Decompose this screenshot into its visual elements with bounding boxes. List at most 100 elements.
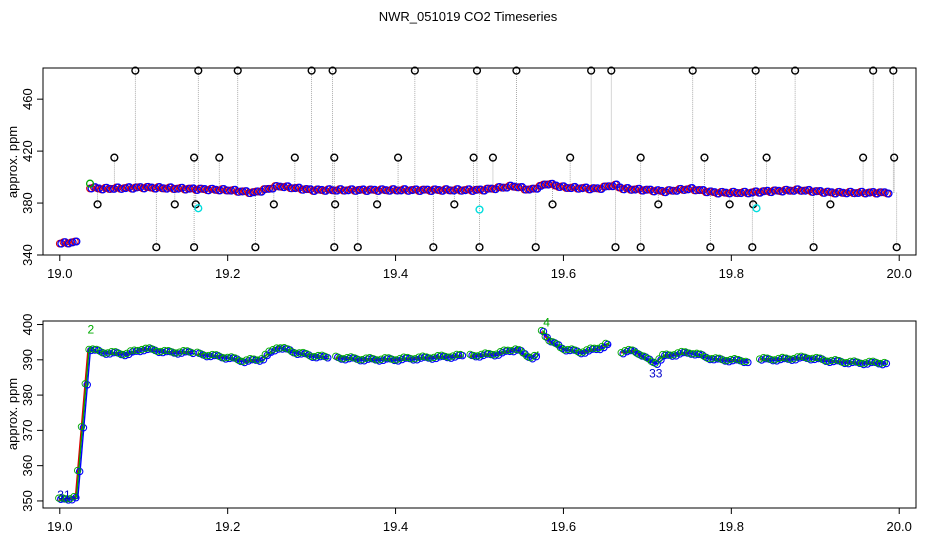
bottom-marks: 2 4 33 31	[55, 315, 891, 504]
top-outlier-point	[809, 243, 818, 252]
bottom-point-green	[666, 351, 674, 359]
bottom-point-green	[541, 332, 549, 341]
bottom-xtick-label: 19.8	[719, 519, 744, 534]
top-point-blue	[359, 185, 368, 194]
top-point-blue	[178, 183, 187, 192]
top-point-blue	[570, 182, 580, 192]
bottom-point-green	[647, 357, 656, 366]
top-outlier-point	[152, 243, 161, 252]
top-outlier-point	[93, 200, 102, 209]
bottom-point-green	[343, 353, 351, 362]
top-outlier-point	[512, 66, 521, 75]
bottom-point-green	[197, 350, 205, 358]
top-point-blue	[842, 189, 852, 198]
bottom-point-green	[674, 349, 682, 357]
top-xtick-label: 19.8	[719, 266, 744, 281]
bottom-point-green	[835, 356, 843, 365]
top-marks	[55, 66, 901, 252]
top-point-blue	[793, 185, 802, 194]
bottom-point-green	[655, 355, 663, 363]
top-xtick-label: 19.4	[383, 266, 408, 281]
bottom-point-green	[284, 345, 292, 353]
top-point-green	[85, 179, 95, 188]
bottom-point-green	[212, 351, 220, 359]
top-point-blue	[189, 184, 198, 193]
bottom-panel: approx. ppm 19.0 19.2 19.4 19.6 19.8 20.0 350 3…	[5, 314, 917, 534]
top-outlier-point	[791, 66, 800, 75]
top-ytick-label: 420	[20, 140, 35, 162]
bottom-point-green	[708, 355, 716, 363]
bottom-point-green	[805, 355, 813, 363]
bottom-point-green	[257, 355, 266, 363]
top-panel: approx. ppm 19.0 19.2 19.4 19.6 19.8 20.0 340 3…	[5, 66, 917, 281]
top-outlier-point	[826, 200, 835, 209]
bottom-point-green	[489, 351, 497, 359]
top-outlier-point	[393, 153, 403, 162]
bottom-point-green	[310, 353, 319, 361]
bottom-point-green	[74, 466, 82, 475]
top-point-blue	[453, 185, 462, 194]
top-xtick-label: 19.2	[215, 266, 240, 281]
bottom-point-green	[449, 352, 457, 360]
top-point-blue	[521, 185, 530, 194]
figure-title: NWR_051019 CO2 Timeseries	[379, 9, 558, 24]
top-outlier-point	[269, 200, 278, 209]
top-point-blue	[540, 180, 549, 189]
bottom-xtick-label: 19.0	[47, 519, 72, 534]
bottom-point-green	[508, 346, 516, 355]
top-xtick-label: 20.0	[887, 266, 912, 281]
bottom-point-green	[651, 359, 659, 367]
bottom-point-green	[696, 350, 705, 358]
bottom-point-green	[242, 356, 251, 364]
top-point-blue	[725, 189, 734, 198]
bottom-point-green	[474, 352, 482, 360]
bottom-point-green	[176, 348, 184, 356]
bottom-ytick-label: 400	[20, 314, 35, 336]
bottom-point-green	[100, 349, 108, 357]
top-outlier-point	[469, 153, 478, 162]
bottom-point-green	[496, 348, 504, 356]
bottom-point-green	[824, 357, 832, 365]
bottom-ytick-label: 350	[20, 490, 35, 512]
top-point-blue	[204, 186, 213, 195]
bottom-point-green	[456, 350, 465, 359]
top-point-blue	[72, 237, 81, 246]
top-outlier-point	[748, 243, 757, 252]
bottom-point-green	[477, 350, 486, 359]
top-point-blue	[672, 186, 682, 195]
bottom-point-green	[149, 345, 157, 354]
bottom-xtick-label: 20.0	[887, 519, 912, 534]
top-outlier-point	[131, 66, 140, 75]
bottom-point-green	[571, 346, 580, 354]
top-outlier-point	[611, 243, 620, 252]
top-point-blue	[57, 239, 66, 248]
top-point-blue	[348, 185, 357, 194]
bottom-point-green	[220, 354, 228, 362]
bottom-point-green	[411, 355, 419, 363]
bottom-ytick-label: 370	[20, 420, 35, 442]
top-point-blue	[374, 186, 383, 195]
top-outlier-point	[889, 66, 898, 75]
bottom-point-green	[876, 359, 885, 368]
top-point-blue	[714, 189, 723, 198]
bottom-point-green	[295, 349, 303, 357]
bottom-point-green	[377, 355, 385, 363]
bottom-point-green	[119, 350, 127, 359]
bottom-point-green	[303, 350, 311, 358]
bottom-point-green	[332, 352, 340, 360]
top-outlier-point	[751, 66, 760, 75]
bottom-point-green	[602, 339, 610, 348]
bottom-point-green	[415, 353, 423, 361]
top-point-blue	[223, 186, 232, 195]
bottom-xtick-label: 19.2	[215, 519, 240, 534]
top-point-blue	[797, 186, 806, 195]
top-outlier-point	[189, 243, 199, 252]
bottom-point-green	[85, 345, 93, 354]
top-point-blue	[740, 187, 750, 196]
bottom-annotation: 33	[649, 366, 663, 380]
top-point-blue	[446, 186, 455, 195]
top-point-blue	[321, 186, 330, 195]
top-point-blue	[846, 187, 855, 196]
top-point-blue	[287, 184, 296, 193]
